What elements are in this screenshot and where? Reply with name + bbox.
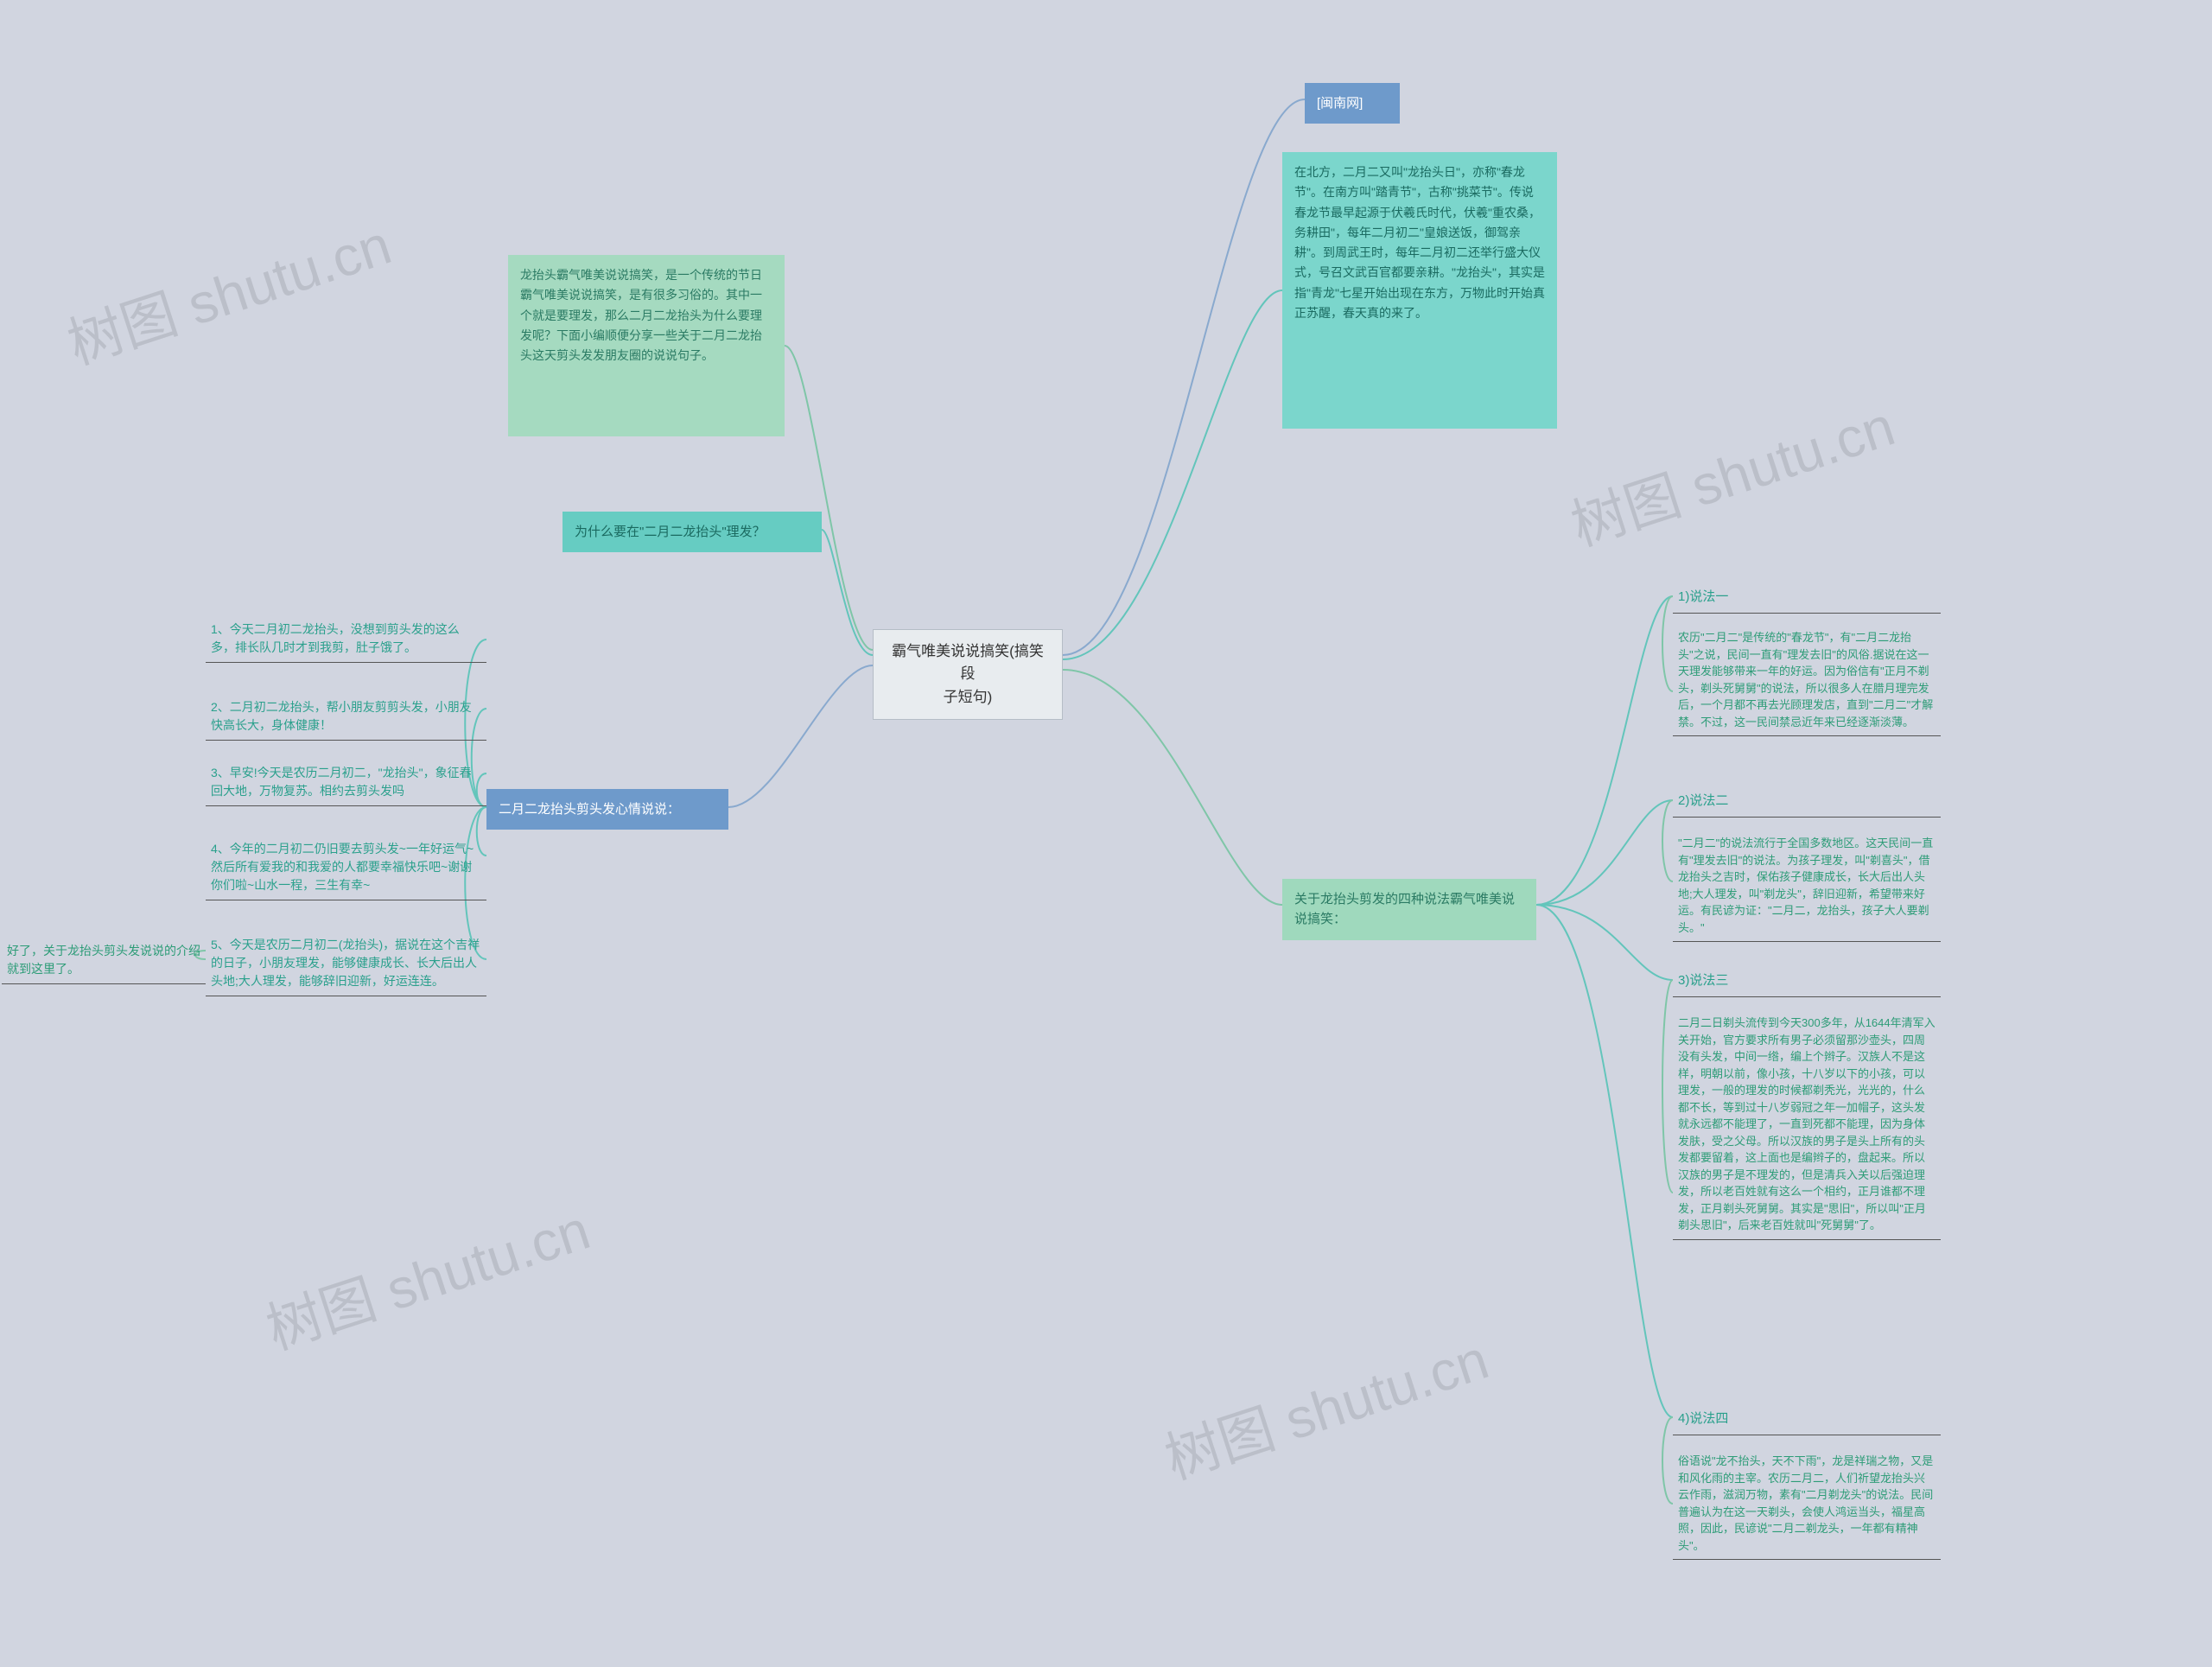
north-box: 在北方，二月二又叫"龙抬头日"，亦称"春龙节"。在南方叫"踏青节"，古称"挑菜节… (1282, 152, 1557, 429)
root-line1: 霸气唯美说说搞笑(搞笑段 (892, 643, 1044, 682)
mood-item: 4、今年的二月初二仍旧要去剪头发~一年好运气~然后所有爱我的和我爱的人都要幸福快… (206, 833, 486, 900)
intro-text: 龙抬头霸气唯美说说搞笑，是一个传统的节日霸气唯美说说搞笑，是有很多习俗的。其中一… (520, 268, 762, 362)
north-text: 在北方，二月二又叫"龙抬头日"，亦称"春龙节"。在南方叫"踏青节"，古称"挑菜节… (1294, 165, 1545, 320)
four-item-body: "二月二"的说法流行于全国多数地区。这天民间一直有"理发去旧"的说法。为孩子理发… (1673, 828, 1941, 942)
four-item-title: 2)说法二 (1673, 785, 1941, 818)
four-box: 关于龙抬头剪发的四种说法霸气唯美说说搞笑： (1282, 879, 1536, 940)
why-box: 为什么要在"二月二龙抬头"理发？ (563, 512, 822, 552)
mood-label: 二月二龙抬头剪头发心情说说： (499, 802, 680, 817)
mood-footer: 好了，关于龙抬头剪头发说说的介绍就到这里了。 (2, 935, 206, 984)
mood-box: 二月二龙抬头剪头发心情说说： (486, 789, 728, 830)
four-label: 关于龙抬头剪发的四种说法霸气唯美说说搞笑： (1294, 892, 1515, 926)
four-item-title: 4)说法四 (1673, 1403, 1941, 1435)
four-item-title: 1)说法一 (1673, 581, 1941, 614)
minnan-label: [闽南网] (1317, 96, 1363, 111)
root-node: 霸气唯美说说搞笑(搞笑段 子短句) (873, 629, 1063, 720)
root-line2: 子短句) (944, 689, 993, 705)
four-item-body: 农历"二月二"是传统的"春龙节"，有"二月二龙抬头"之说，民间一直有"理发去旧"… (1673, 622, 1941, 736)
mood-item: 1、今天二月初二龙抬头，没想到剪头发的这么多，排长队几时才到我剪，肚子饿了。 (206, 614, 486, 663)
intro-box: 龙抬头霸气唯美说说搞笑，是一个传统的节日霸气唯美说说搞笑，是有很多习俗的。其中一… (508, 255, 785, 436)
mood-item: 2、二月初二龙抬头，帮小朋友剪剪头发，小朋友快高长大，身体健康！ (206, 691, 486, 741)
four-item-body: 二月二日剃头流传到今天300多年，从1644年清军入关开始，官方要求所有男子必须… (1673, 1008, 1941, 1240)
why-label: 为什么要在"二月二龙抬头"理发？ (575, 525, 766, 539)
four-item-title: 3)说法三 (1673, 964, 1941, 997)
mood-item: 5、今天是农历二月初二(龙抬头)，据说在这个吉祥的日子，小朋友理发，能够健康成长… (206, 929, 486, 996)
four-item-body: 俗语说"龙不抬头，天不下雨"，龙是祥瑞之物，又是和风化雨的主宰。农历二月二，人们… (1673, 1446, 1941, 1560)
mood-item: 3、早安!今天是农历二月初二，"龙抬头"，象征春回大地，万物复苏。相约去剪头发吗 (206, 757, 486, 806)
minnan-box: [闽南网] (1305, 83, 1400, 124)
